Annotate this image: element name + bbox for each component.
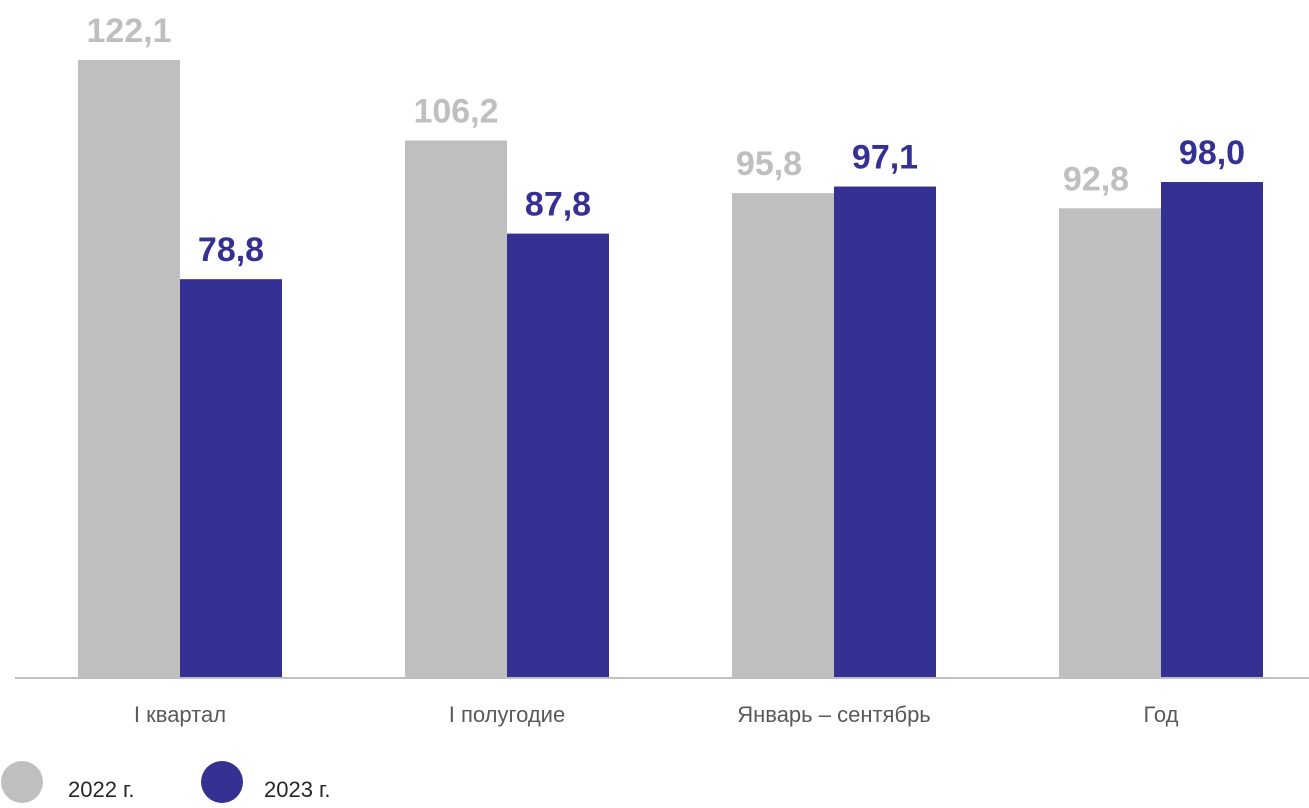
bar-value-label: 122,1	[86, 12, 171, 50]
bar-series-1-4	[1059, 208, 1161, 679]
bar-series-1-2	[405, 140, 507, 678]
bars-layer	[78, 60, 1263, 679]
bar-value-label: 97,1	[852, 139, 918, 177]
legend-label-2: 2023 г.	[264, 777, 331, 802]
bar-series-1-1	[78, 60, 180, 678]
bar-value-label: 106,2	[413, 92, 498, 130]
category-label: Январь – сентябрь	[737, 702, 931, 727]
bar-series-2-3	[834, 186, 936, 678]
bar-value-label: 95,8	[736, 145, 802, 183]
legend-label-1: 2022 г.	[68, 777, 135, 802]
bar-value-label: 87,8	[525, 186, 591, 224]
legend-swatch-2	[201, 761, 243, 803]
legend-swatch-1	[1, 761, 43, 803]
bar-series-2-1	[180, 279, 282, 678]
legend: 2022 г. 2023 г.	[1, 761, 331, 803]
bar-value-label: 92,8	[1063, 160, 1129, 198]
category-label: I полугодие	[449, 702, 565, 727]
value-labels-layer: 122,1 78,8 106,2 87,8 95,8 97,1 92,8 98,0	[86, 12, 1245, 269]
category-label: I квартал	[134, 702, 226, 727]
bar-value-label: 78,8	[198, 231, 264, 269]
bar-series-2-2	[507, 233, 609, 678]
bar-series-1-3	[732, 193, 834, 678]
bar-series-2-4	[1161, 181, 1263, 678]
bar-value-label: 98,0	[1179, 134, 1245, 172]
category-labels-layer: I квартал I полугодие Январь – сентябрь Год	[134, 702, 1179, 727]
category-label: Год	[1143, 702, 1178, 727]
